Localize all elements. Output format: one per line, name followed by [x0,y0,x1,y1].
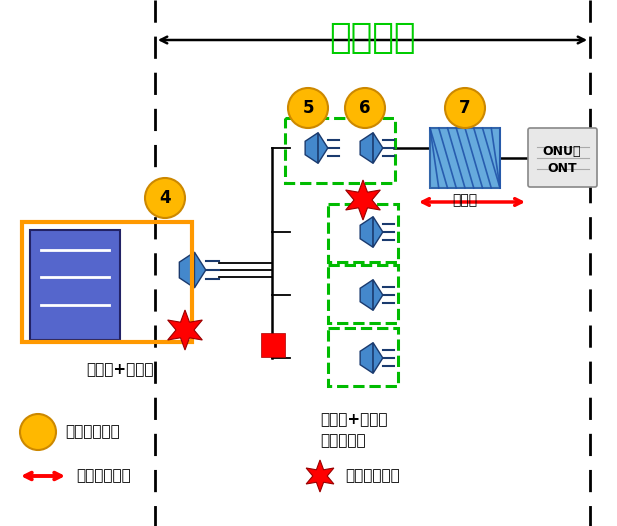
Polygon shape [318,133,328,163]
Polygon shape [373,133,383,163]
Polygon shape [373,280,383,310]
Bar [285,118,395,183]
Polygon shape [194,252,206,288]
Bar [261,333,285,357]
Polygon shape [360,280,373,310]
Text: 分纤盒: 分纤盒 [452,193,478,207]
Text: 分光器损耗点: 分光器损耗点 [345,469,400,483]
FancyBboxPatch shape [528,128,597,187]
Text: 6: 6 [359,99,371,117]
Bar [30,230,120,340]
Polygon shape [180,252,194,288]
Text: 4: 4 [159,189,171,207]
Polygon shape [360,133,373,163]
Bar [22,222,192,342]
Circle shape [145,178,185,218]
Bar [328,204,398,262]
Polygon shape [305,133,318,163]
Text: 7: 7 [459,99,471,117]
Bar [430,128,500,188]
Text: 分支光路: 分支光路 [329,21,415,55]
Polygon shape [373,343,383,373]
Polygon shape [346,180,380,220]
Circle shape [445,88,485,128]
Circle shape [345,88,385,128]
Polygon shape [360,217,373,247]
Circle shape [288,88,328,128]
Circle shape [20,414,56,450]
Text: 5: 5 [302,99,314,117]
Polygon shape [360,343,373,373]
Bar [328,328,398,386]
Bar [328,265,398,323]
Text: ONU或
ONT: ONU或 ONT [543,145,581,175]
Polygon shape [168,310,202,350]
Text: 活接头损耗点: 活接头损耗点 [76,469,131,483]
Polygon shape [373,217,383,247]
Text: 光交箱+分光器: 光交箱+分光器 [86,362,154,378]
Polygon shape [306,460,334,492]
Text: 分光盒+一级或
二级分光器: 分光盒+一级或 二级分光器 [320,412,387,448]
Text: 光功率测试点: 光功率测试点 [65,424,120,440]
